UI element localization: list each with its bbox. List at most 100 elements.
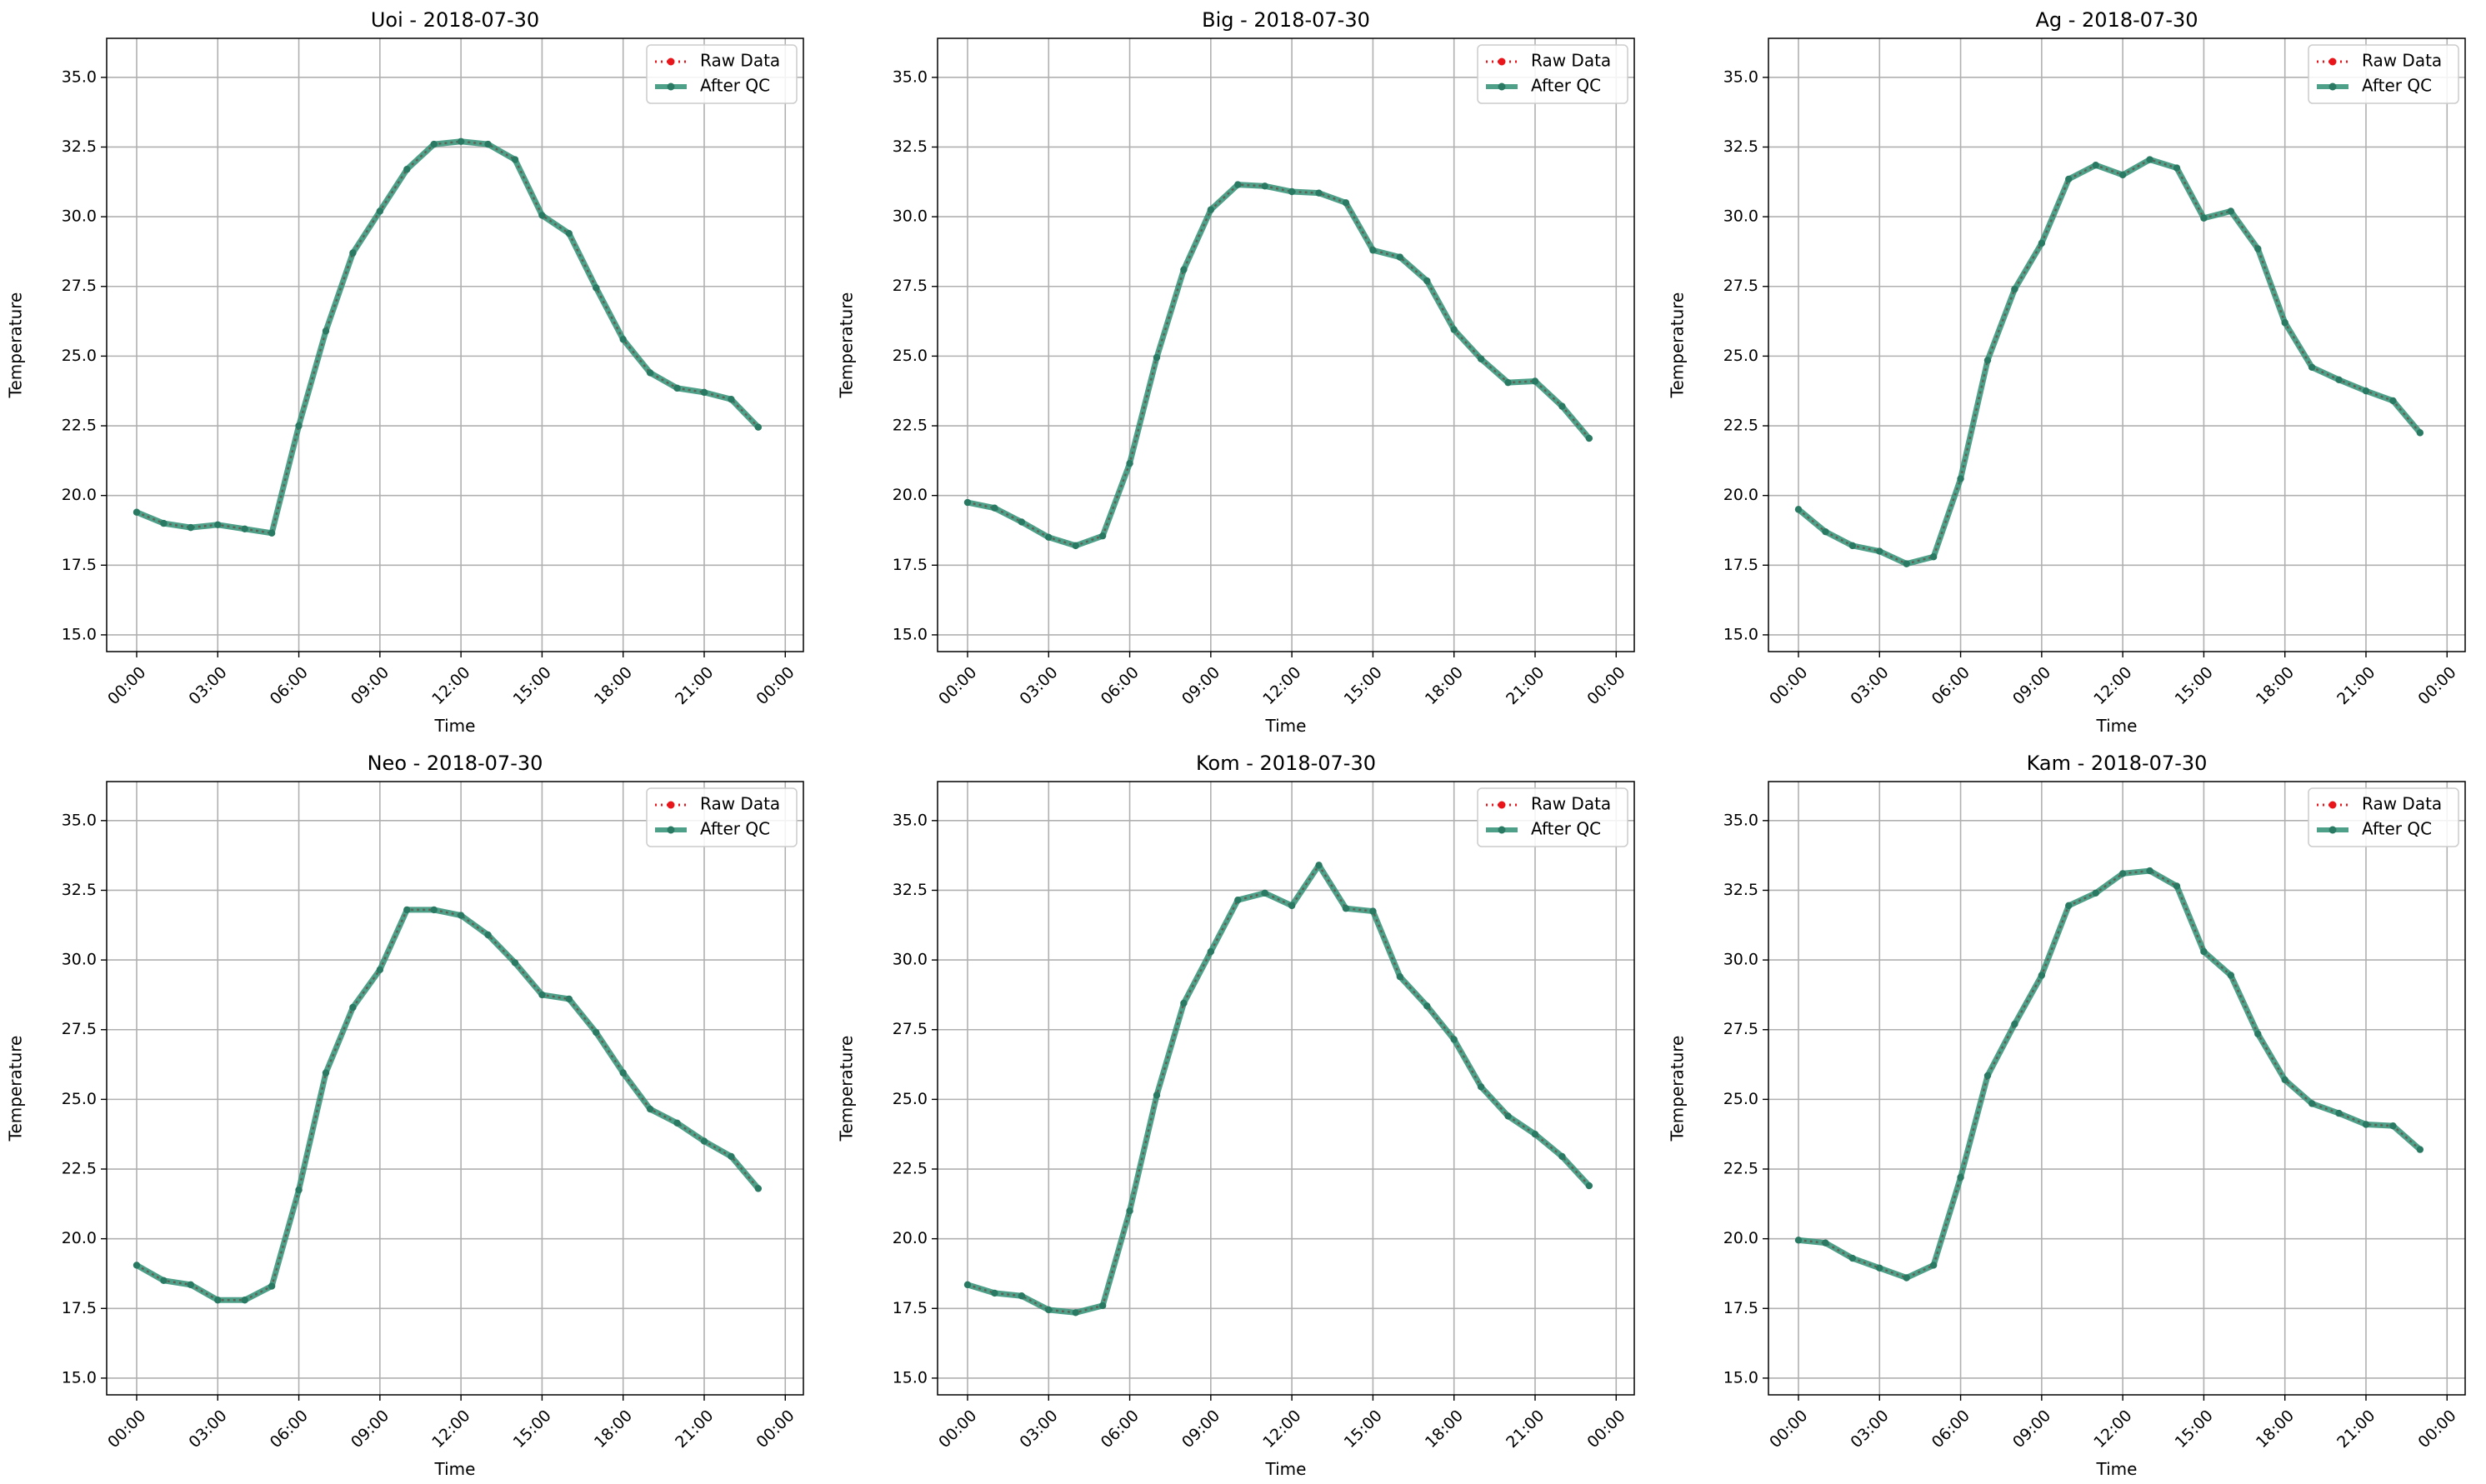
series-line-overlay xyxy=(967,183,1590,547)
chart-title: Kam - 2018-07-30 xyxy=(2027,752,2208,775)
chart-title: Ag - 2018-07-30 xyxy=(2035,8,2198,32)
axes-frame xyxy=(1768,37,2466,652)
data-point xyxy=(1794,506,1803,513)
y-axis-label: Temperature xyxy=(1668,1036,1688,1142)
data-point xyxy=(754,423,763,431)
legend-raw-label: Raw Data xyxy=(2362,794,2442,814)
chart-title: Uoi - 2018-07-30 xyxy=(371,8,539,32)
x-tick-label: 18:00 xyxy=(591,1407,636,1452)
data-point xyxy=(2389,1122,2397,1130)
y-tick-label: 30.0 xyxy=(893,951,928,969)
chart-title: Kom - 2018-07-30 xyxy=(1196,752,1376,775)
data-point xyxy=(1903,1274,1910,1282)
data-point xyxy=(1450,1036,1458,1043)
data-point xyxy=(457,912,465,919)
y-tick-label: 35.0 xyxy=(893,67,928,86)
x-tick-label: 12:00 xyxy=(1259,1407,1304,1452)
x-tick-label: 03:00 xyxy=(1016,663,1061,708)
x-tick-label: 09:00 xyxy=(2009,663,2054,708)
data-point xyxy=(403,906,411,914)
data-point xyxy=(1153,353,1161,362)
data-point xyxy=(1477,1083,1485,1091)
y-tick-label: 15.0 xyxy=(1723,1368,1758,1387)
legend: Raw Data After QC xyxy=(1477,44,1628,104)
x-tick-label: 18:00 xyxy=(2253,1407,2298,1452)
data-point xyxy=(991,1289,998,1297)
data-point xyxy=(2308,1100,2316,1107)
data-point xyxy=(754,1185,763,1192)
data-point xyxy=(1098,1302,1107,1310)
data-point xyxy=(1207,947,1215,956)
series-line-overlay xyxy=(136,908,759,1302)
data-point xyxy=(1045,1306,1053,1314)
series-line-after-qc xyxy=(133,138,762,537)
y-tick-label: 35.0 xyxy=(62,67,97,86)
series-line-after-qc xyxy=(1795,157,2423,567)
data-point xyxy=(160,1277,168,1285)
x-tick-label: 09:00 xyxy=(1178,663,1223,708)
y-tick-label: 20.0 xyxy=(893,486,928,504)
subplot-big: 00:00 03:00 06:00 09:00 12:00 15:00 18:00 21:00… xyxy=(837,8,1635,736)
data-point xyxy=(511,959,519,967)
data-point xyxy=(268,529,276,537)
legend-qc-marker xyxy=(2328,826,2337,834)
data-point xyxy=(728,1152,735,1161)
x-tick-label: 09:00 xyxy=(348,663,393,708)
axes-frame xyxy=(937,37,1635,652)
data-point xyxy=(2389,397,2397,405)
axes-frame xyxy=(937,781,1635,1396)
data-point xyxy=(2335,376,2343,384)
data-point xyxy=(1848,1254,1857,1262)
legend-qc-marker xyxy=(667,82,675,91)
chart-title: Neo - 2018-07-30 xyxy=(368,752,543,775)
y-tick-label: 30.0 xyxy=(893,207,928,226)
data-point xyxy=(2281,319,2288,327)
x-axis-label: Time xyxy=(1265,1459,1307,1479)
series-line-raw-data xyxy=(136,140,759,535)
data-point xyxy=(2227,972,2235,979)
data-point xyxy=(214,521,222,528)
x-tick-label: 12:00 xyxy=(2090,1407,2135,1452)
y-tick-label: 17.5 xyxy=(62,556,97,574)
data-point xyxy=(1288,187,1296,196)
axes-frame xyxy=(106,781,804,1396)
data-point xyxy=(728,396,735,403)
series-line-raw-data xyxy=(967,863,1590,1314)
y-axis-label: Temperature xyxy=(837,292,857,399)
data-point xyxy=(1504,378,1512,387)
data-point xyxy=(1342,905,1350,912)
data-point xyxy=(2038,972,2046,979)
x-tick-label: 06:00 xyxy=(267,1407,312,1452)
legend-qc-marker xyxy=(2328,82,2337,91)
legend-qc-label: After QC xyxy=(700,819,770,839)
y-tick-label: 27.5 xyxy=(1723,1020,1758,1038)
data-point xyxy=(700,388,708,397)
data-point xyxy=(1504,1112,1512,1120)
x-tick-label: 00:00 xyxy=(753,663,798,708)
data-point xyxy=(2362,387,2370,395)
data-point xyxy=(2308,363,2316,371)
y-tick-label: 30.0 xyxy=(62,207,97,226)
y-axis-label: Temperature xyxy=(1668,292,1688,399)
legend: Raw Data After QC xyxy=(2308,44,2459,104)
data-point xyxy=(1018,1292,1026,1300)
legend-raw-marker xyxy=(667,57,675,66)
y-tick-label: 20.0 xyxy=(893,1229,928,1247)
series-line-raw-data xyxy=(1798,869,2421,1279)
series-line-after-qc xyxy=(133,907,762,1303)
legend-qc-label: After QC xyxy=(1531,76,1601,96)
x-tick-label: 00:00 xyxy=(2414,1407,2459,1452)
y-tick-label: 22.5 xyxy=(893,1160,928,1178)
y-tick-label: 32.5 xyxy=(893,881,928,899)
y-tick-label: 35.0 xyxy=(1723,67,1758,86)
x-tick-label: 03:00 xyxy=(1016,1407,1061,1452)
legend-raw-label: Raw Data xyxy=(1531,794,1611,814)
y-tick-label: 27.5 xyxy=(62,277,97,295)
legend-qc-label: After QC xyxy=(2362,819,2432,839)
data-point xyxy=(214,1297,222,1304)
data-point xyxy=(484,931,492,939)
x-tick-label: 03:00 xyxy=(185,663,230,708)
data-point xyxy=(646,1105,654,1113)
data-point xyxy=(2335,1109,2343,1117)
x-tick-label: 00:00 xyxy=(1766,663,1811,708)
